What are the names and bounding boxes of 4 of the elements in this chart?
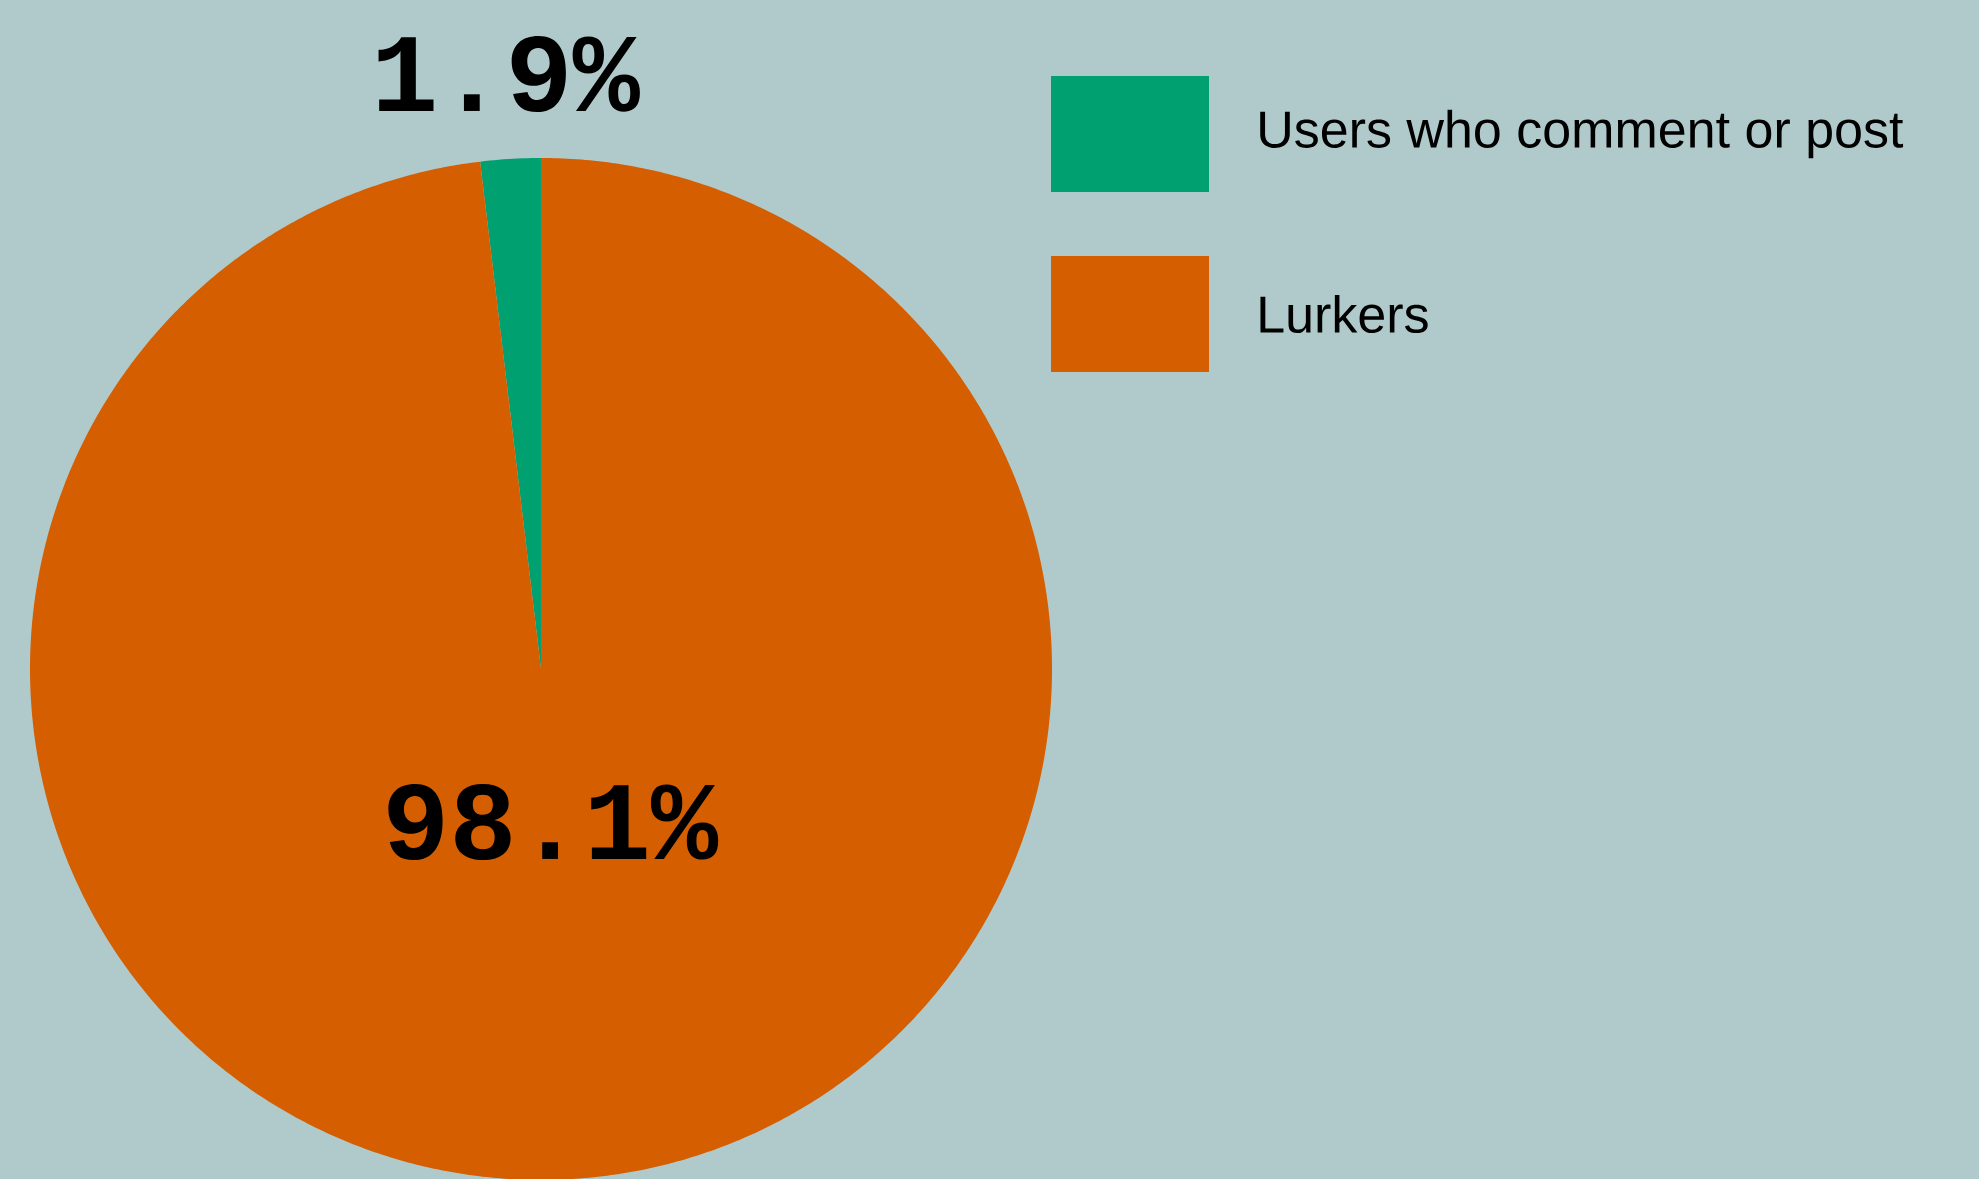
legend-label: Users who comment or post (1260, 109, 1904, 159)
data-label: 98.1% (388, 784, 719, 861)
data-label: 1.9% (378, 36, 640, 113)
legend-label: Lurkers (1260, 294, 1428, 334)
